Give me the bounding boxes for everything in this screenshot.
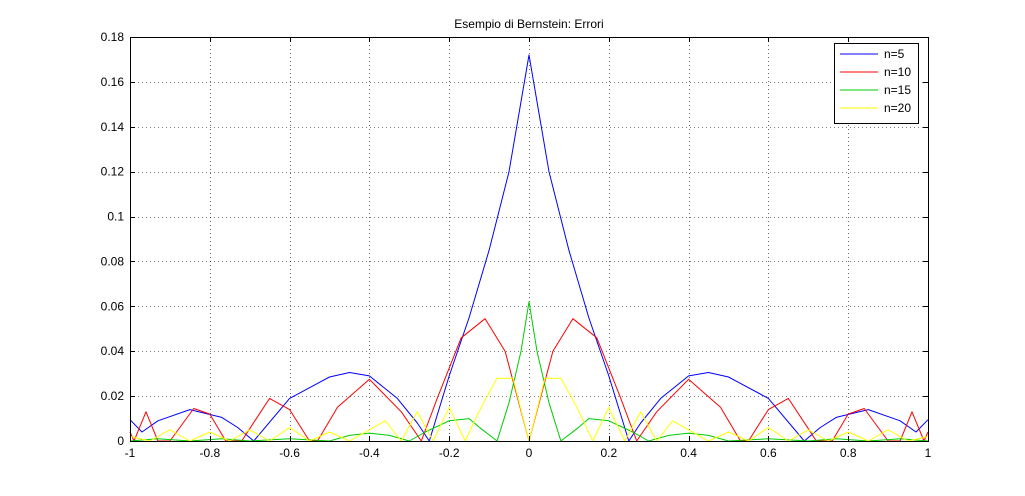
plot-area: [130, 37, 928, 441]
legend: n=5 n=10 n=15 n=20: [834, 43, 919, 124]
grid: [130, 37, 928, 441]
y-tick-label: 0.14: [101, 120, 125, 134]
legend-label: n=10: [884, 65, 911, 79]
x-tick-label: 0.8: [840, 446, 857, 460]
x-tick-label: 0: [526, 446, 533, 460]
y-tick-label: 0.06: [101, 299, 125, 313]
y-tick-label: 0.1: [107, 210, 124, 224]
x-tick-label: 0.4: [680, 446, 697, 460]
x-tick-label: -0.6: [279, 446, 300, 460]
x-tick-label: -0.8: [199, 446, 220, 460]
axes-ticks: -1 -0.8 -0.6 -0.4 -0.2 0 0.2 0.4 0.6 0.8 1 0 0.02 0.0…: [101, 30, 932, 460]
y-tick-label: 0.08: [101, 254, 125, 268]
x-tick-label: 1: [925, 446, 932, 460]
legend-box: [834, 43, 919, 124]
y-tick-label: 0.02: [101, 389, 125, 403]
x-tick-label: 0.2: [600, 446, 617, 460]
y-tick-label: 0.12: [101, 165, 125, 179]
legend-label: n=5: [884, 47, 905, 61]
chart-title: Esempio di Bernstein: Errori: [454, 17, 603, 31]
legend-label: n=20: [884, 101, 911, 115]
y-tick-label: 0.16: [101, 75, 125, 89]
y-tick-label: 0: [117, 434, 124, 448]
y-tick-label: 0.18: [101, 30, 125, 44]
x-tick-label: -0.2: [439, 446, 460, 460]
legend-label: n=15: [884, 83, 911, 97]
x-tick-label: -0.4: [359, 446, 380, 460]
y-tick-label: 0.04: [101, 344, 125, 358]
x-tick-label: -1: [125, 446, 136, 460]
x-tick-label: 0.6: [760, 446, 777, 460]
